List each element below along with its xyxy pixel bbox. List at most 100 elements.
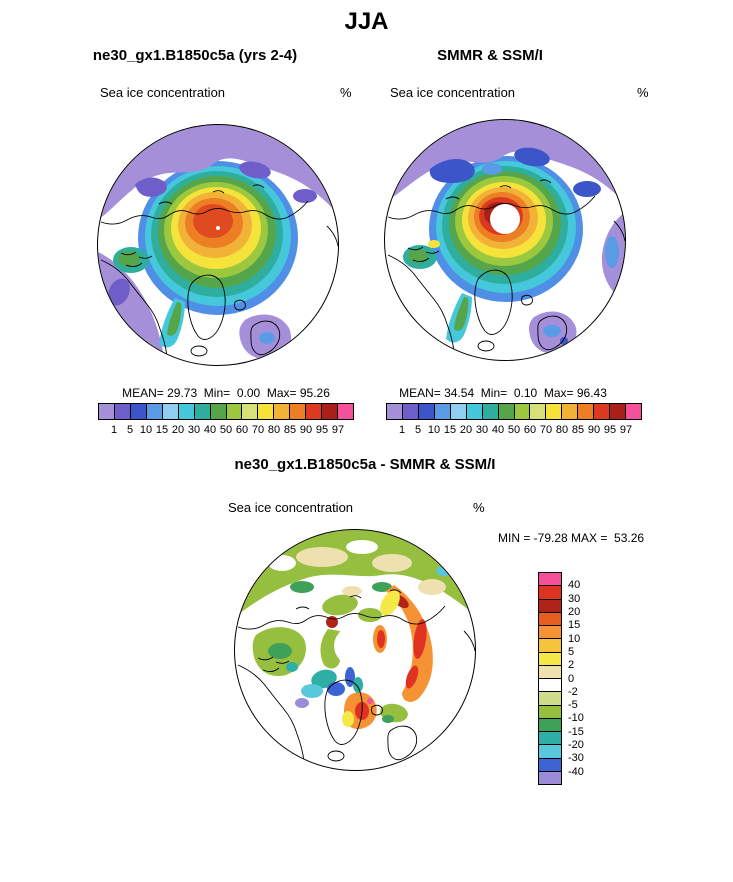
colorbar-segment — [539, 718, 561, 732]
colorbar-tick-label: 97 — [331, 424, 345, 436]
colorbar-tick-label: 30 — [475, 424, 489, 436]
colorbar-tick-label: 40 — [491, 424, 505, 436]
colorbar-segment — [290, 404, 307, 419]
colorbar-tick-label: -30 — [568, 752, 584, 765]
colorbar-tick-label: 5 — [568, 645, 575, 658]
colorbar-segment — [539, 745, 561, 759]
model-panel-title: ne30_gx1.B1850c5a (yrs 2-4) — [92, 47, 298, 64]
diff-map — [234, 529, 476, 771]
colorbar-segment — [539, 665, 561, 679]
map-boundary — [384, 119, 626, 361]
coastline-outlines — [237, 589, 475, 762]
colorbar-segment — [146, 404, 163, 419]
colorbar-segment — [539, 599, 561, 613]
colorbar-segment — [539, 771, 561, 784]
obs-stats: MEAN= 34.54 Min= 0.10 Max= 96.43 — [399, 386, 607, 400]
colorbar-segment — [178, 404, 195, 419]
colorbar-tick-label: 40 — [203, 424, 217, 436]
colorbar-tick-label: 70 — [251, 424, 265, 436]
colorbar-tick-label: 15 — [568, 619, 581, 632]
season-title: JJA — [344, 8, 389, 35]
colorbar-tick-label: 95 — [315, 424, 329, 436]
colorbar-segment — [539, 705, 561, 719]
colorbar-tick-label: 85 — [571, 424, 585, 436]
colorbar-segment — [114, 404, 131, 419]
model-colorbar — [98, 403, 354, 420]
diff-units-label: % — [473, 500, 485, 515]
colorbar-segment — [610, 404, 627, 419]
colorbar-tick-label: 20 — [459, 424, 473, 436]
colorbar-segment — [274, 404, 291, 419]
colorbar-segment — [562, 404, 579, 419]
colorbar-segment — [539, 732, 561, 746]
obs-units-label: % — [637, 85, 649, 100]
colorbar-segment — [539, 652, 561, 666]
coastline-outlines — [387, 179, 625, 352]
colorbar-tick-label: 5 — [414, 424, 422, 436]
colorbar-segment — [539, 612, 561, 626]
colorbar-tick-label: 85 — [283, 424, 297, 436]
colorbar-tick-label: 0 — [568, 672, 575, 685]
colorbar-tick-label: 30 — [187, 424, 201, 436]
colorbar-segment — [226, 404, 243, 419]
colorbar-segment — [338, 404, 353, 419]
colorbar-tick-label: 2 — [568, 659, 575, 672]
colorbar-segment — [99, 404, 115, 419]
colorbar-tick-label: 90 — [587, 424, 601, 436]
colorbar-tick-label: -2 — [568, 685, 578, 698]
colorbar-segment — [306, 404, 323, 419]
obs-field-label: Sea ice concentration — [390, 85, 516, 100]
colorbar-tick-label: 97 — [619, 424, 633, 436]
colorbar-segment — [498, 404, 515, 419]
colorbar-tick-label: -5 — [568, 699, 578, 712]
colorbar-segment — [514, 404, 531, 419]
colorbar-segment — [539, 639, 561, 653]
diff-colorbar-ticks: 40 30 20 15 10 5 2 0 -2 -5 -10 -15 -20 -30 -40 — [568, 572, 598, 785]
colorbar-segment — [242, 404, 259, 419]
diff-field-label: Sea ice concentration — [228, 500, 354, 515]
model-field-label: Sea ice concentration — [100, 85, 226, 100]
colorbar-segment — [482, 404, 499, 419]
colorbar-segment — [530, 404, 547, 419]
colorbar-tick-label: 90 — [299, 424, 313, 436]
colorbar-tick-label: -20 — [568, 739, 584, 752]
colorbar-segment — [626, 404, 641, 419]
colorbar-tick-label: 60 — [523, 424, 537, 436]
model-units-label: % — [340, 85, 352, 100]
colorbar-tick-label: 30 — [568, 592, 581, 605]
colorbar-segment — [210, 404, 227, 419]
colorbar-tick-label: -15 — [568, 725, 584, 738]
diff-panel-title: ne30_gx1.B1850c5a - SMMR & SSM/I — [234, 456, 496, 473]
colorbar-segment — [418, 404, 435, 419]
diff-stats: MIN = -79.28 MAX = 53.26 — [498, 531, 645, 545]
marginal-ice-patches — [403, 240, 472, 343]
satellite-pole-hole — [334, 627, 372, 665]
obs-panel-title: SMMR & SSM/I — [437, 47, 543, 64]
colorbar-segment — [434, 404, 451, 419]
colorbar-segment — [466, 404, 483, 419]
obs-map — [384, 119, 626, 361]
low-concentration-margins — [385, 120, 625, 354]
colorbar-tick-label: 50 — [219, 424, 233, 436]
colorbar-tick-label: 60 — [235, 424, 249, 436]
satellite-pole-hole — [490, 204, 520, 234]
colorbar-segment — [130, 404, 147, 419]
colorbar-tick-label: 10 — [139, 424, 153, 436]
colorbar-segment — [539, 692, 561, 706]
colorbar-tick-label: 80 — [267, 424, 281, 436]
obs-colorbar — [386, 403, 642, 420]
colorbar-tick-label: 20 — [568, 605, 581, 618]
colorbar-segment — [539, 626, 561, 640]
colorbar-tick-label: 80 — [555, 424, 569, 436]
colorbar-segment — [539, 758, 561, 772]
colorbar-tick-label: 15 — [443, 424, 457, 436]
diff-colorbar — [538, 572, 562, 785]
colorbar-tick-label: 1 — [110, 424, 118, 436]
colorbar-segment — [402, 404, 419, 419]
map-boundary — [97, 124, 339, 366]
colorbar-tick-label: -10 — [568, 712, 584, 725]
colorbar-tick-label: 10 — [427, 424, 441, 436]
obs-colorbar-ticks: 1 5 10 15 20 30 40 50 60 70 80 85 90 95 97 — [386, 424, 642, 436]
model-map — [97, 124, 339, 366]
colorbar-segment — [387, 404, 403, 419]
